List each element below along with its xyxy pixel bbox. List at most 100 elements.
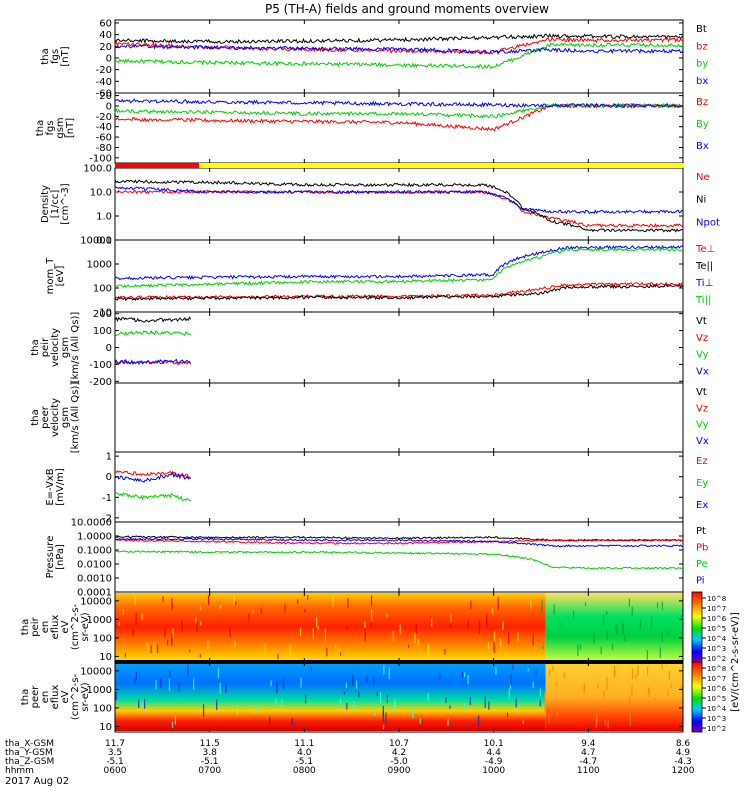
spectrogram-streak <box>539 699 541 707</box>
trace-Te <box>114 283 684 301</box>
y-axis-label-line: [nT] <box>60 46 71 66</box>
spectrogram-streak <box>353 701 355 711</box>
colorbar-tick-label: 10^8 <box>707 595 726 603</box>
mode-bar-fast <box>199 163 683 168</box>
legend-Ti: Ti|| <box>695 295 711 306</box>
spectrogram-streak <box>225 683 227 693</box>
mode-bar-slow <box>115 163 199 168</box>
spectrogram-streak <box>444 648 446 655</box>
spectrogram-streak <box>542 645 544 650</box>
orbit-value: -4.7 <box>580 757 598 767</box>
y-tick-label: -100 <box>89 153 112 164</box>
y-axis-label-line: eV <box>60 620 71 633</box>
y-tick-label: 0.1000 <box>77 546 112 557</box>
colorbar-tick-label: 10^7 <box>707 675 726 683</box>
y-tick-label: 1.0000 <box>77 532 112 543</box>
panel-density: 100.0 10.0 1.0 0.1 Density[1/cc][cm^-3] Ne Ni N… <box>40 164 720 247</box>
y-axis-label-line: mom_T <box>45 257 56 295</box>
spectrogram-streak <box>680 685 682 691</box>
spectrogram-streak <box>178 682 180 692</box>
spectrogram-streak <box>358 691 360 697</box>
y-tick-label: 40 <box>99 30 112 41</box>
y-tick-label: 1000 <box>87 260 112 271</box>
y-tick-label: 0 <box>106 101 112 112</box>
y-tick-label: 60 <box>99 18 112 29</box>
spectrogram-streak <box>464 703 466 711</box>
spectrogram-streak <box>135 671 137 680</box>
spectrogram-streak <box>124 653 126 658</box>
y-axis-label: thafgsgsm[nT] <box>35 117 76 138</box>
spectrogram-streak <box>376 692 378 696</box>
spectrogram-streak <box>150 645 152 654</box>
orbit-value: 10.1 <box>484 739 504 749</box>
orbit-value: 1000 <box>482 766 505 776</box>
mode-bar <box>115 163 683 168</box>
spectrogram-streak <box>502 621 504 631</box>
y-axis-label-line: en <box>40 691 51 704</box>
spectrogram-streak <box>324 628 327 642</box>
legend-by: by <box>696 59 708 70</box>
spectrogram-streak <box>593 632 595 644</box>
legend-Vy: Vy <box>696 420 709 431</box>
y-tick-label: 1 <box>106 452 112 463</box>
spectrogram-streak <box>656 602 659 609</box>
spectrogram-streak <box>297 599 299 605</box>
orbit-row-label: tha_X-GSM <box>5 739 54 749</box>
spectrogram-streak <box>661 664 663 669</box>
spectrogram-streak <box>339 652 341 657</box>
y-tick-label: -100 <box>89 360 112 371</box>
y-tick-label: -80 <box>96 143 112 154</box>
colorbar-tick-label: 10^5 <box>707 625 726 633</box>
y-tick-label: -20 <box>96 65 112 76</box>
spectrogram-streak <box>499 638 501 647</box>
spectrogram-streak <box>506 712 509 718</box>
panel-frame <box>114 311 684 384</box>
spectrogram-streak <box>370 595 373 606</box>
spectrogram-streak <box>383 664 385 675</box>
spectrogram-streak <box>603 691 605 698</box>
legend-Pb: Pb <box>696 543 708 554</box>
panel-peir-velocity: 200 100 0 -100 -200 thapeirvelocitygsm[km/s (… <box>30 309 709 388</box>
trace-Bz <box>114 103 684 132</box>
spectrogram-streak <box>134 678 136 684</box>
spectrogram-streak <box>431 618 433 628</box>
spectrogram-streak <box>445 697 447 703</box>
spectrogram-streak <box>464 672 466 678</box>
y-axis-label-line: [km/s (All Qs)] <box>70 382 81 454</box>
spectrogram-streak <box>236 703 239 717</box>
spectrogram-streak <box>355 680 358 689</box>
colorbar-tick-label: 10^2 <box>707 655 726 663</box>
y-axis-label-line: (cm^2-s- <box>70 673 81 720</box>
y-axis-label-line: fgs <box>45 120 56 135</box>
spectrogram-streak <box>661 601 663 611</box>
orbit-value: 11.7 <box>105 739 125 749</box>
orbit-value: 10.7 <box>389 739 409 749</box>
y-tick-label: 0.0100 <box>77 560 112 571</box>
spectrogram-streak <box>219 682 221 694</box>
spectrogram-streak <box>167 640 169 646</box>
colorbar-tick-label: 10^6 <box>707 685 727 693</box>
orbit-value: 11.1 <box>294 739 314 749</box>
spectrogram-streak <box>147 644 149 651</box>
spectrogram-streak <box>447 719 449 726</box>
trace-Ex <box>114 472 191 483</box>
spectrogram-streak <box>392 630 394 642</box>
spectrogram-streak <box>555 682 557 686</box>
y-axis-label: E=-VxB[mV/m] <box>45 468 66 506</box>
trace-Vz <box>114 359 192 366</box>
spectrogram-streak <box>171 603 173 610</box>
spectrogram-streak <box>326 648 328 657</box>
y-tick-label: -60 <box>96 89 112 100</box>
legend-Bz: Bz <box>696 97 708 108</box>
spectrogram-streak <box>371 609 373 622</box>
orbit-value: 9.4 <box>581 739 596 749</box>
spectrogram-streak <box>264 642 266 655</box>
legend-bz: bz <box>696 41 708 52</box>
spectrogram-streak <box>646 649 648 660</box>
spectrogram-streak <box>399 624 401 634</box>
orbit-row-label: tha_Z-GSM <box>5 757 54 767</box>
spectrogram-streak <box>631 606 633 616</box>
spectrogram-streak <box>202 704 205 717</box>
spectrogram-streak <box>408 644 410 649</box>
